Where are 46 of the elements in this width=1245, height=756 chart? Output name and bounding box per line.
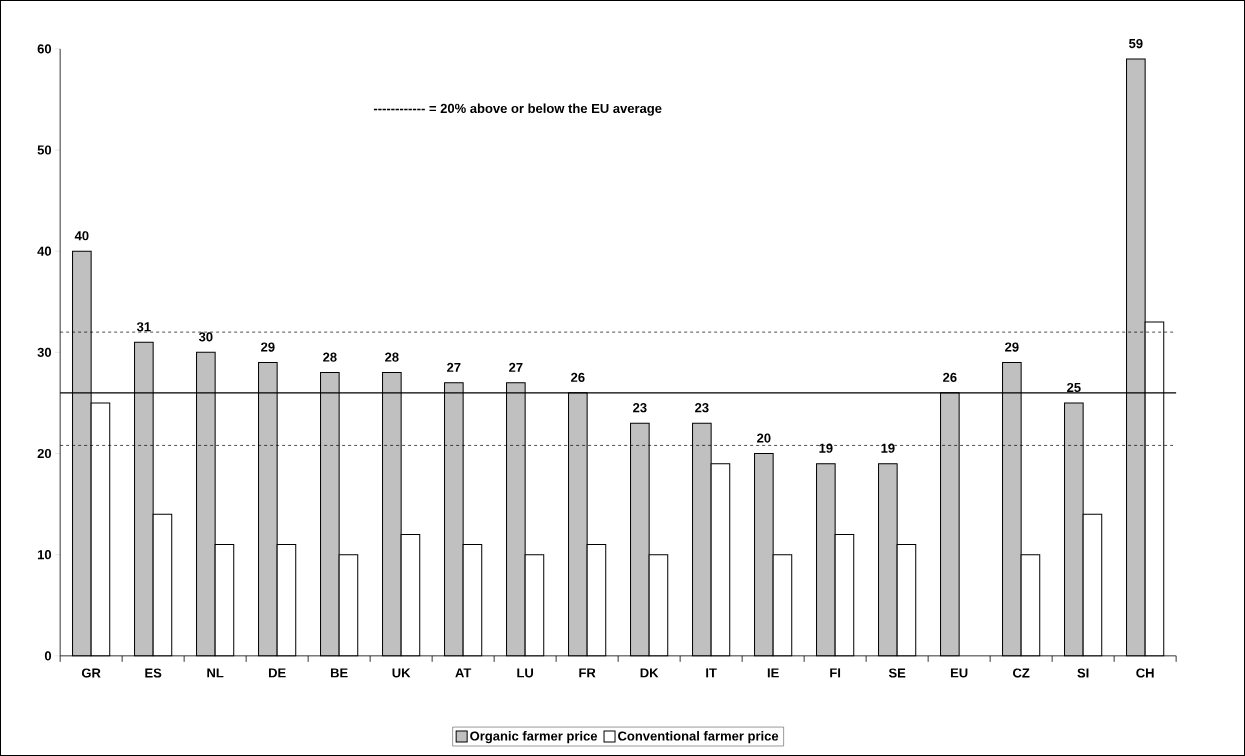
data-label: 19 [881,443,895,453]
data-label: 30 [198,332,213,342]
x-tick-label: NL [207,668,224,678]
data-label: 26 [943,372,957,382]
x-tick-label: GR [81,668,101,678]
data-label: 23 [695,403,709,413]
x-tick-label: DK [640,668,659,678]
x-tick-label: CH [1136,668,1154,678]
data-label: 59 [1129,38,1143,49]
y-tick-label: 10 [37,550,52,560]
data-label: 26 [571,372,585,382]
y-tick-label: 20 [37,448,52,459]
x-tick-label: IT [706,668,717,678]
y-tick-label: 60 [37,44,52,54]
y-tick-label: 0 [44,651,52,661]
data-label: 19 [819,443,833,453]
data-label: 25 [1067,382,1081,393]
x-tick-label: ES [145,668,162,678]
x-tick-label: BE [330,668,348,678]
y-tick-label: 50 [37,145,52,155]
data-label: 20 [757,433,771,443]
x-tick-label: DE [268,668,286,678]
data-label: 27 [509,362,523,372]
x-tick-label: CZ [1013,668,1030,678]
y-tick-label: 30 [37,347,52,357]
data-label: 29 [1005,342,1019,352]
data-label: 40 [74,231,89,241]
data-label: 27 [447,362,461,372]
x-tick-label: LU [517,668,534,678]
x-tick-label: FI [830,668,841,678]
x-tick-label: FR [579,668,596,678]
data-label: 31 [136,322,151,332]
x-tick-label: IE [767,668,779,678]
legend-label: Organic farmer price [470,731,598,744]
x-tick-label: EU [950,668,968,678]
x-tick-label: SE [888,668,906,678]
data-label: 29 [261,342,275,352]
legend-label: Conventional farmer price [618,731,779,744]
x-tick-label: SI [1077,668,1089,678]
y-tick-label: 40 [37,246,52,256]
data-label: 28 [385,352,399,362]
data-label: 28 [323,352,337,362]
x-tick-label: UK [392,668,411,678]
data-label: 23 [633,403,647,413]
x-tick-label: AT [455,668,472,678]
annotation: ------------ = 20% above or below the EU average [373,103,662,116]
